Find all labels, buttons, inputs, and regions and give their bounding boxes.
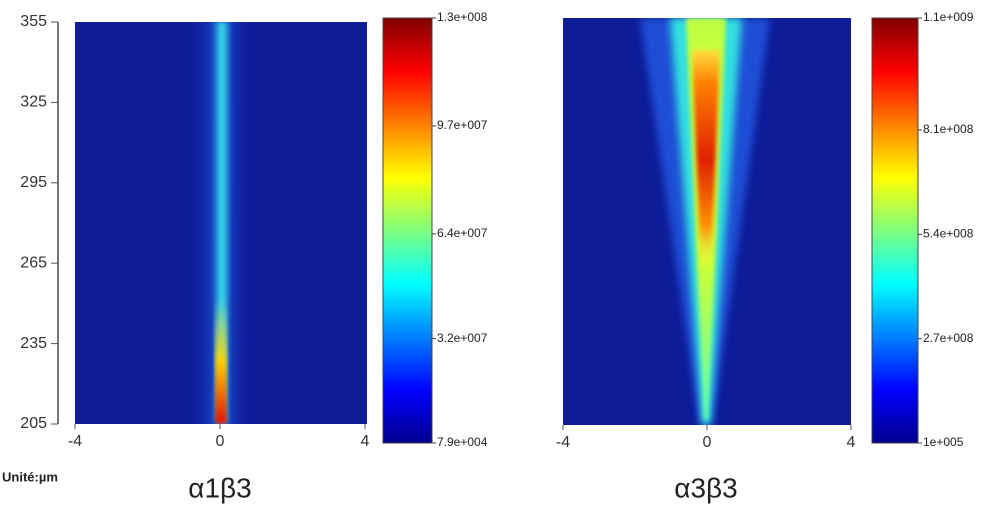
y-tick-label: 205	[20, 415, 47, 432]
colorbar-tick-label: 7.9e+004	[437, 435, 488, 449]
x-tick-label: 0	[703, 434, 712, 451]
heatmap-image	[75, 22, 367, 424]
colorbar-tick-label: 1.3e+008	[437, 10, 488, 24]
unit-label: Unité:µm	[2, 469, 58, 484]
colorbar-tick-label: 1e+005	[923, 435, 964, 449]
chart-title: α1β3	[188, 472, 251, 503]
y-tick-label: 235	[20, 335, 47, 352]
colorbar-tick-label: 1.1e+009	[923, 10, 974, 24]
colorbar-tick-label: 8.1e+008	[923, 122, 974, 136]
colorbar	[871, 17, 919, 444]
y-tick-label: 295	[20, 174, 47, 191]
colorbar-tick-label: 5.4e+008	[923, 227, 974, 241]
heatmap-image	[563, 18, 851, 425]
x-tick-label: 4	[361, 433, 370, 450]
y-tick-label: 355	[20, 13, 47, 30]
x-tick-label: 4	[847, 434, 856, 451]
colorbar-tick-label: 3.2e+007	[437, 331, 488, 345]
x-tick-label: -4	[68, 433, 82, 450]
y-tick-label: 325	[20, 94, 47, 111]
y-tick-label: 265	[20, 254, 47, 271]
x-tick-label: 0	[216, 433, 225, 450]
chart-title: α3β3	[674, 472, 737, 503]
colorbar	[382, 17, 433, 444]
colorbar-tick-label: 6.4e+007	[437, 226, 488, 240]
colorbar-tick-label: 2.7e+008	[923, 331, 974, 345]
x-tick-label: -4	[556, 434, 570, 451]
colorbar-tick-label: 9.7e+007	[437, 118, 488, 132]
